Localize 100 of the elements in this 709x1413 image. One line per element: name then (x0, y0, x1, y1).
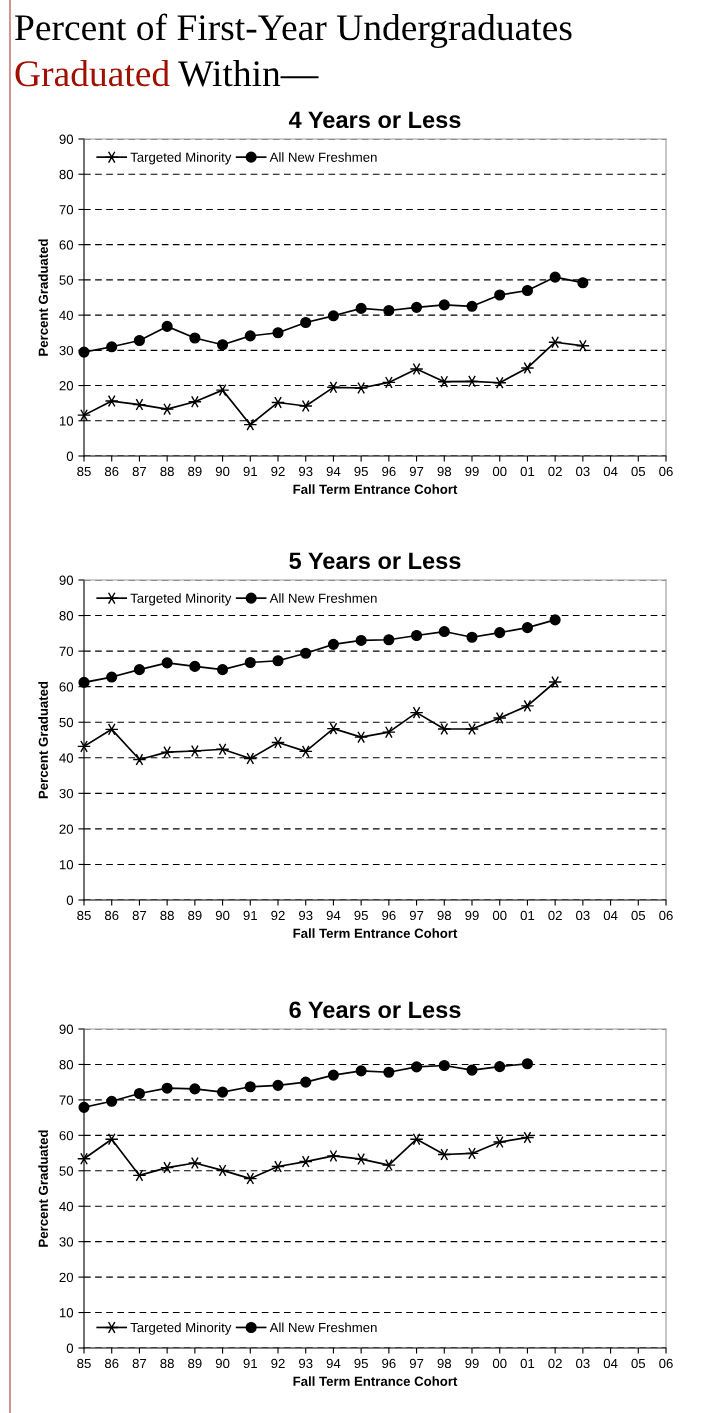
x-tick-label: 89 (188, 1358, 202, 1369)
y-tick-label: 40 (59, 753, 74, 763)
point (465, 722, 479, 736)
point (217, 339, 229, 351)
x-tick-label: 85 (77, 910, 91, 921)
x-tick-label: 03 (576, 1358, 590, 1369)
y-tick-label: 40 (59, 1201, 74, 1212)
x-tick-label: 02 (548, 910, 562, 921)
legend-label: Targeted Minority (130, 593, 232, 606)
x-axis-title: Fall Term Entrance Cohort (293, 1376, 458, 1386)
x-tick-label: 06 (659, 1358, 673, 1369)
y-tick-label: 80 (59, 169, 74, 180)
point (78, 1101, 90, 1113)
x-tick-label: 99 (465, 910, 479, 921)
text: Percent of First-Year Undergraduates (15, 13, 572, 49)
x-tick-label: 86 (104, 466, 119, 477)
x-axis-title: Fall Term Entrance Cohort (293, 928, 458, 938)
point (383, 304, 395, 317)
point (355, 302, 367, 314)
point (300, 647, 312, 659)
y-tick-label: 70 (59, 1095, 74, 1105)
point (272, 327, 284, 339)
y-tick-label: 70 (59, 646, 74, 657)
y-tick-label: 90 (59, 134, 74, 144)
x-tick-label: 88 (160, 466, 174, 477)
legend-label: All New Freshmen (269, 593, 377, 603)
point (383, 1066, 395, 1078)
x-tick-label: 85 (77, 466, 91, 477)
x-tick-label: 92 (271, 1358, 285, 1369)
point (466, 631, 478, 643)
point (326, 1149, 341, 1162)
x-tick-label: 03 (576, 910, 590, 921)
x-tick-label: 93 (299, 1358, 313, 1369)
x-tick-label: 90 (215, 1358, 230, 1369)
x-tick-label: 85 (77, 1358, 91, 1369)
point (77, 409, 91, 422)
x-tick-label: 93 (299, 466, 313, 477)
point (520, 699, 535, 712)
y-tick-label: 0 (66, 895, 74, 905)
point (381, 1158, 396, 1172)
point (327, 638, 339, 650)
y-tick-label: 10 (59, 860, 74, 870)
y-tick-label: 50 (59, 717, 74, 728)
point (215, 384, 230, 397)
point (327, 310, 339, 322)
x-tick-label: 90 (215, 910, 230, 921)
x-tick-label: 97 (409, 910, 424, 921)
x-tick-label: 95 (354, 910, 368, 921)
x-tick-label: 99 (465, 466, 479, 477)
point (411, 1061, 423, 1073)
point (494, 289, 506, 301)
x-tick-label: 94 (326, 466, 341, 477)
x-tick-label: 00 (492, 466, 507, 477)
x-tick-label: 00 (492, 1358, 507, 1369)
chart-title: 4 Years or Less (288, 111, 461, 129)
point (160, 745, 175, 759)
x-tick-label: 06 (659, 466, 673, 477)
x-tick-label: 05 (631, 1358, 646, 1369)
point (355, 634, 367, 647)
x-tick-label: 92 (271, 466, 285, 477)
y-tick-label: 70 (59, 205, 74, 215)
point (355, 1065, 367, 1077)
point (494, 627, 506, 639)
point (327, 1069, 339, 1081)
point (133, 1087, 145, 1100)
x-tick-label: 98 (437, 910, 452, 921)
y-tick-label: 60 (59, 240, 74, 250)
point (300, 1076, 312, 1088)
point (161, 657, 173, 669)
point (521, 1058, 533, 1070)
x-tick-label: 94 (326, 1358, 341, 1369)
x-tick-label: 02 (548, 1358, 562, 1369)
y-tick-label: 30 (59, 1237, 74, 1247)
legend-label: All New Freshmen (269, 152, 377, 162)
point (106, 341, 118, 353)
y-axis-title: Percent Graduated (38, 681, 48, 799)
x-tick-label: 87 (132, 910, 147, 921)
point (438, 299, 450, 311)
x-tick-label: 96 (382, 910, 396, 921)
point (494, 1061, 506, 1073)
point (187, 1156, 202, 1170)
x-tick-label: 05 (631, 466, 646, 477)
x-tick-label: 89 (188, 466, 202, 477)
point (244, 330, 256, 342)
x-tick-label: 97 (409, 1358, 424, 1369)
point (160, 403, 175, 416)
point (521, 622, 533, 634)
x-tick-label: 91 (243, 910, 257, 921)
y-tick-label: 40 (59, 310, 74, 321)
point (104, 394, 119, 408)
chart-title: 6 Years or Less (289, 1001, 461, 1019)
x-tick-label: 01 (520, 1358, 535, 1369)
legend-label: Targeted Minority (130, 152, 232, 165)
legend-label: All New Freshmen (269, 1322, 377, 1333)
chart-title: 5 Years or Less (289, 552, 461, 570)
y-tick-label: 20 (59, 381, 74, 391)
x-tick-label: 01 (520, 466, 535, 477)
point (272, 1079, 284, 1091)
x-tick-label: 95 (354, 1358, 368, 1369)
x-tick-label: 94 (326, 910, 341, 921)
